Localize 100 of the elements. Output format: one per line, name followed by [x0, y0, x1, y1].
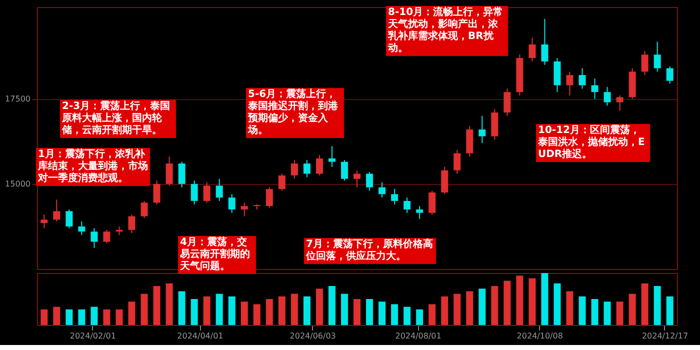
- annotation: 8-10月：流畅上行，异常天气扰动，影响产出，浓乳补库需求体现，BR扰动。: [386, 6, 508, 56]
- x-tick-label: 2024/06/03: [290, 332, 336, 340]
- candlestick: [491, 108, 498, 140]
- candlestick: [428, 190, 436, 216]
- candlestick: [53, 199, 60, 222]
- bar: [290, 294, 298, 325]
- candlestick: [466, 126, 474, 158]
- bar: [466, 291, 474, 325]
- x-tick-label: 2024/02/01: [70, 332, 116, 340]
- annotation: 7月：震荡下行，原料价格高位回落，供应压力大。: [304, 238, 436, 264]
- bar: [116, 309, 123, 325]
- bar: [240, 302, 248, 325]
- bar: [203, 296, 210, 325]
- bar: [266, 299, 273, 325]
- candlestick: [654, 41, 661, 72]
- candlestick: [666, 66, 674, 84]
- bar: [128, 302, 136, 325]
- candlestick: [578, 68, 586, 90]
- candlestick: [478, 115, 486, 144]
- annotation: 5-6月：震荡上行，泰国推迟开割，到港预期偏少，资金入场。: [246, 88, 344, 138]
- bar: [378, 302, 386, 325]
- bar: [354, 299, 360, 325]
- bar: [340, 294, 348, 325]
- bar: [391, 304, 398, 325]
- bar: [90, 306, 98, 325]
- bar: [554, 283, 561, 325]
- candlestick: [366, 172, 374, 192]
- candlestick: [128, 214, 136, 234]
- candlestick: [278, 173, 286, 192]
- bar: [528, 278, 536, 325]
- candlestick: [528, 37, 536, 62]
- bar: [591, 299, 598, 325]
- bar: [103, 309, 110, 325]
- candlestick: [591, 78, 598, 100]
- x-tick-label: 2024/08/01: [395, 332, 442, 340]
- annotation: 2-3月：震荡上行，泰国原料大幅上涨，国内轮储，云南开割期干旱。: [60, 100, 176, 138]
- bar: [578, 296, 586, 325]
- candlestick: [416, 206, 424, 220]
- x-tick-label: 2024/10/08: [516, 332, 563, 340]
- bar: [66, 309, 73, 325]
- candlestick: [404, 197, 411, 214]
- bar: [190, 299, 198, 325]
- candlestick: [290, 160, 298, 180]
- candlestick: [641, 50, 648, 76]
- bar: [278, 296, 286, 325]
- candlestick: [504, 88, 511, 116]
- bar: [78, 309, 86, 325]
- bar: [253, 304, 260, 325]
- bar: [504, 280, 511, 325]
- bar: [366, 299, 374, 325]
- bar: [303, 296, 310, 325]
- candlestick: [203, 182, 210, 204]
- bar: [428, 304, 436, 325]
- bar: [416, 309, 424, 325]
- candlestick: [340, 160, 348, 182]
- bar: [666, 296, 674, 325]
- bar: [40, 309, 48, 325]
- candlestick: [354, 170, 360, 188]
- candlestick: [454, 149, 461, 174]
- candlestick: [328, 146, 336, 168]
- candlestick: [240, 202, 248, 217]
- candlestick: [554, 58, 561, 93]
- bar: [616, 302, 624, 325]
- bar: [541, 273, 548, 325]
- candlestick: [66, 208, 73, 229]
- candlestick: [140, 200, 148, 218]
- annotation: 10-12月：区间震荡，泰国洪水，抛储扰动，EUDR推迟。: [536, 124, 650, 162]
- candlestick: [78, 220, 86, 236]
- bar: [641, 283, 648, 325]
- candlestick: [303, 160, 310, 178]
- candlestick: [616, 94, 624, 112]
- bar: [328, 286, 336, 325]
- candlestick: [216, 178, 223, 202]
- candlestick: [153, 180, 160, 205]
- candlestick: [40, 214, 48, 229]
- candlestick: [378, 182, 386, 198]
- bar: [491, 286, 498, 325]
- y-tick-label: 17500: [5, 94, 30, 104]
- x-tick-label: 2024/04/01: [177, 332, 224, 340]
- y-tick-label: 15000: [5, 179, 30, 188]
- bar: [228, 296, 236, 325]
- bar: [454, 294, 461, 325]
- candlestick: [266, 186, 273, 208]
- bar: [153, 286, 160, 325]
- candlestick: [166, 156, 173, 186]
- x-tick-label: 2024/12/17: [642, 332, 688, 340]
- bar: [316, 288, 323, 325]
- candlestick: [391, 188, 398, 205]
- annotation: 1月：震荡下行，浓乳补库结束，大量到港，市场对一季度消费悲观。: [36, 148, 150, 186]
- bar: [478, 288, 486, 325]
- bar: [216, 294, 223, 325]
- candlestick: [316, 154, 323, 176]
- bar: [140, 294, 148, 325]
- bar: [654, 286, 661, 325]
- candlestick: [541, 18, 548, 66]
- bar: [628, 294, 636, 325]
- bar: [516, 276, 524, 325]
- bar: [404, 306, 411, 325]
- candlestick: [190, 180, 198, 205]
- candlestick: [441, 166, 448, 195]
